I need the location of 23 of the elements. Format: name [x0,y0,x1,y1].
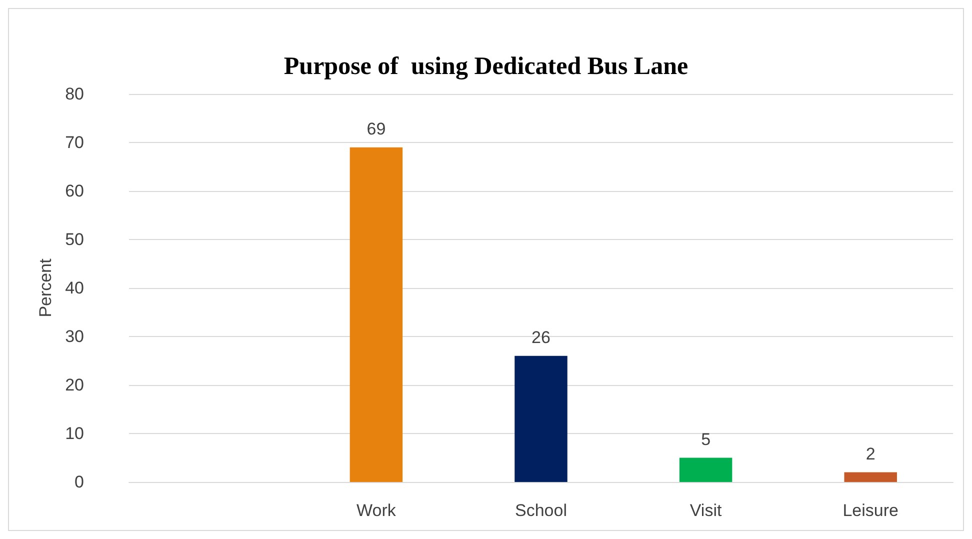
x-tick-label: Leisure [842,501,898,520]
y-tick-label: 40 [65,278,84,298]
data-label: 26 [532,328,550,347]
y-tick-label: 20 [65,376,84,394]
x-tick-label: Work [356,501,396,520]
data-label: 5 [701,430,711,449]
data-label: 2 [866,444,876,464]
x-tick-label: School [515,501,567,520]
y-tick-label: 0 [74,472,84,492]
data-label: 69 [366,119,386,138]
y-tick-label: 80 [65,84,84,104]
y-tick-label: 30 [65,327,84,346]
y-tick-label: 70 [65,133,84,152]
y-tick-label: 50 [65,230,84,249]
chart-title: Purpose of using Dedicated Bus Lane [284,53,688,80]
bar [350,147,403,482]
bar [679,458,732,482]
y-tick-label: 10 [65,424,84,443]
bar [514,356,568,482]
y-axis-title: Percent [36,258,56,318]
bar [844,472,897,482]
y-tick-label: 60 [65,182,84,200]
x-tick-label: Visit [690,501,722,520]
